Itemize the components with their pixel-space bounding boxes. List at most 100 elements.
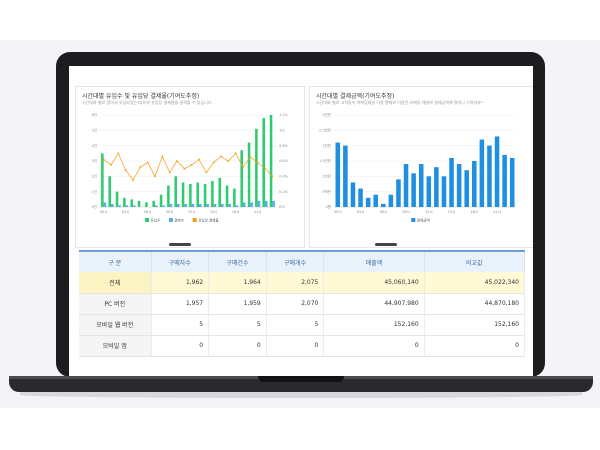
bar <box>269 115 273 207</box>
bar <box>118 205 121 207</box>
legend-label: 결제금액 <box>417 218 430 223</box>
bar <box>456 164 462 207</box>
bar <box>108 176 111 207</box>
legend-swatch <box>411 218 416 222</box>
bar <box>373 194 378 207</box>
bar <box>255 128 258 207</box>
bar <box>235 205 239 207</box>
table-header[interactable]: 구매자수 <box>151 250 210 272</box>
legend-swatch <box>145 218 150 222</box>
bar <box>243 202 246 207</box>
right-chart-scrollbar[interactable] <box>375 243 397 246</box>
y-tick-label: 2.5천만 <box>319 128 332 133</box>
payment-chart-title: 시간대별 결제금액(기여도추정) <box>316 93 395 100</box>
line-point <box>198 158 200 161</box>
bar <box>247 142 251 207</box>
line-point <box>234 152 237 155</box>
line-point <box>102 158 105 161</box>
y-tick-label: 6건 <box>92 112 97 117</box>
legend-label: 결제수 <box>174 218 184 223</box>
line-point <box>242 166 244 169</box>
bar <box>159 194 163 207</box>
bar <box>213 203 217 207</box>
bar <box>111 203 114 207</box>
table-header[interactable]: 구매개수 <box>266 250 325 272</box>
bar <box>203 184 207 207</box>
table-cell: 2,070 <box>266 293 325 315</box>
table-header[interactable]: 구 분 <box>79 250 152 272</box>
bar <box>181 182 185 207</box>
bar <box>418 164 424 207</box>
laptop-shadow <box>20 392 582 398</box>
bar <box>250 202 253 207</box>
table-row: 모바일 앱 0 0 0 0 0 <box>79 335 526 357</box>
table-cell: 44,870,180 <box>424 293 526 315</box>
y-tick-label: 4건 <box>92 143 97 148</box>
table-cell: 45,022,340 <box>424 272 526 294</box>
legend-swatch <box>168 218 173 222</box>
x-tick-label: 15시 <box>210 209 218 214</box>
table-cell: 2,075 <box>266 272 325 294</box>
x-tick-label: 15시 <box>448 209 456 214</box>
bar <box>472 161 477 207</box>
line-point <box>271 175 274 178</box>
line-point <box>154 175 156 178</box>
table-cell: 45,060,140 <box>323 272 425 294</box>
row-label: 전체 <box>79 272 152 294</box>
bar <box>218 177 221 207</box>
line-point <box>220 155 222 158</box>
table-cell: 0 <box>424 335 526 357</box>
y-tick-label: 3천만 <box>322 112 331 117</box>
line-point <box>227 160 230 162</box>
table-cell: 5 <box>151 314 210 336</box>
inflow-chart-title: 시간대별 유입수 및 유입당 결제율(기여도추정) <box>82 93 200 100</box>
inflow-chart-panel: 시간대별 유입수 및 유입당 결제율(기여도추정) 시간대와 별로 알아서 유입… <box>75 86 305 248</box>
y-tick-label: 2건 <box>92 174 97 179</box>
x-tick-label: 06시 <box>144 209 152 214</box>
left-chart-scrollbar[interactable] <box>169 243 191 246</box>
x-tick-label: 18시 <box>470 209 478 214</box>
bar <box>174 176 177 207</box>
y-tick-label: 5백만 <box>322 189 331 194</box>
bar <box>103 202 107 207</box>
line-point <box>161 155 164 158</box>
bar <box>509 157 515 207</box>
bar <box>262 118 265 207</box>
bar <box>125 205 129 207</box>
table-cell: 1,964 <box>208 272 267 294</box>
table-header[interactable]: 구매건수 <box>208 250 267 272</box>
line-point <box>124 169 127 172</box>
bar <box>396 179 401 207</box>
bar <box>155 205 158 207</box>
table-header[interactable]: 매출액 <box>323 250 425 272</box>
table-cell: 0 <box>266 335 325 357</box>
bar <box>365 197 371 207</box>
bar <box>228 203 231 207</box>
table-cell: 0 <box>323 335 425 357</box>
line-point <box>205 171 208 174</box>
table-header[interactable]: 비교값 <box>424 250 526 272</box>
line-point <box>132 179 134 182</box>
y2-tick-label: 1% <box>279 129 285 133</box>
x-tick-label: 12시 <box>188 209 196 214</box>
x-tick-label: 09시 <box>402 209 410 214</box>
line-point <box>212 161 215 164</box>
table-row: PC 버전 1,957 1,959 2,070 44,907,980 44,87… <box>79 293 526 315</box>
line-point <box>146 161 149 164</box>
inflow-chart: 0건 1건 2건 3건 4건 5건 6건 0% 0.2% 0.4% 0.6% 0.8% 1% 1.2% 00… <box>92 112 289 223</box>
y-tick-label: 5건 <box>92 128 97 133</box>
x-tick-label: 18시 <box>232 209 240 214</box>
y2-tick-label: 0% <box>279 205 285 209</box>
line-point <box>168 171 171 174</box>
line-point <box>139 166 142 169</box>
row-label: 모바일 앱 <box>79 335 152 357</box>
bar <box>123 197 126 207</box>
legend-swatch <box>192 218 197 222</box>
bar <box>196 182 199 207</box>
y-tick-label: 1천만 <box>322 174 331 179</box>
bar <box>487 145 492 207</box>
table-row: 모바일 웹 버전 5 5 5 152,160 152,160 <box>79 314 526 336</box>
bar <box>101 153 104 207</box>
table-cell: 152,160 <box>323 314 425 336</box>
y-tick-label: 1.5천만 <box>319 158 332 163</box>
